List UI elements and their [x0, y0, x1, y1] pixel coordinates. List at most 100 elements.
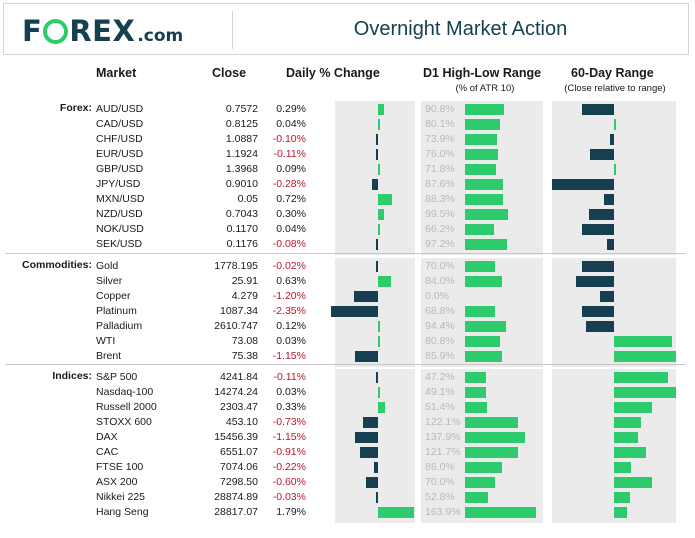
close-value: 28817.07 [214, 506, 258, 518]
day60-range-bar [581, 261, 614, 272]
day60-range-bar [590, 149, 614, 160]
d1-range-value: 70.0% [425, 476, 455, 488]
header-banner: F REX .com Overnight Market Action [3, 3, 689, 55]
day60-range-bar [614, 164, 616, 175]
day60-range-bar [614, 351, 676, 362]
day60-range-bar [589, 209, 614, 220]
daily-change-bar [376, 492, 378, 503]
market-name[interactable]: Nasdaq-100 [96, 386, 154, 398]
market-name[interactable]: EUR/USD [96, 148, 144, 160]
market-name[interactable]: DAX [96, 431, 118, 443]
close-value: 1.0887 [225, 133, 258, 145]
close-value: 0.8125 [225, 118, 258, 130]
market-name[interactable]: NOK/USD [96, 223, 144, 235]
d1-range-bar [465, 372, 486, 383]
d1-range-value: 76.0% [425, 148, 455, 160]
d1-range-value: 49.1% [425, 386, 455, 398]
d1-range-value: 80.1% [425, 118, 455, 130]
d1-range-value: 0.0% [425, 290, 449, 302]
market-name[interactable]: Gold [96, 260, 119, 272]
market-name[interactable]: FTSE 100 [96, 461, 144, 473]
market-name[interactable]: Russell 2000 [96, 401, 157, 413]
market-name[interactable]: CHF/USD [96, 133, 143, 145]
market-name[interactable]: WTI [96, 335, 116, 347]
d1-range-bar [465, 336, 501, 347]
day60-range-bar [575, 276, 614, 287]
market-name[interactable]: Nikkei 225 [96, 491, 146, 503]
d1-range-value: 51.4% [425, 401, 455, 413]
daily-change-bar [378, 321, 381, 332]
market-name[interactable]: STOXX 600 [96, 416, 152, 428]
market-name[interactable]: NZD/USD [96, 208, 143, 220]
d1-range-value: 137.9% [425, 431, 461, 443]
close-value: 4.279 [231, 290, 258, 302]
daily-change-bar [378, 164, 380, 175]
market-name[interactable]: AUD/USD [96, 103, 144, 115]
day60-range-bar [614, 447, 647, 458]
daily-change-panel [335, 369, 415, 523]
logo-letter-f: F [22, 14, 43, 48]
d1-range-bar [465, 417, 519, 428]
daily-change-value: -0.28% [272, 178, 306, 190]
group-label: Indices: [52, 370, 92, 382]
d1-range-value: 86.0% [425, 461, 455, 473]
d1-range-value: 70.0% [425, 260, 455, 272]
d1-range-value: 68.8% [425, 305, 455, 317]
close-value: 6551.07 [220, 446, 258, 458]
d1-range-value: 97.2% [425, 238, 455, 250]
daily-change-value: 0.04% [276, 118, 306, 130]
daily-change-bar [378, 224, 380, 235]
daily-change-bar [355, 351, 378, 362]
market-name[interactable]: SEK/USD [96, 238, 143, 250]
group-divider [5, 253, 686, 254]
d1-range-value: 73.9% [425, 133, 455, 145]
market-name[interactable]: Platinum [96, 305, 137, 317]
market-name[interactable]: Hang Seng [96, 506, 149, 518]
day60-range-bar [606, 239, 614, 250]
d1-range-value: 99.5% [425, 208, 455, 220]
d1-range-value: 163.9% [425, 506, 461, 518]
close-value: 2610.747 [214, 320, 258, 332]
close-value: 1.1924 [225, 148, 258, 160]
market-name[interactable]: Brent [96, 350, 122, 362]
daily-change-bar [376, 261, 378, 272]
day60-range-bar [614, 477, 652, 488]
close-value: 14274.24 [214, 386, 258, 398]
daily-change-value: 0.09% [276, 163, 306, 175]
group-divider [5, 364, 686, 365]
market-name[interactable]: MXN/USD [96, 193, 145, 205]
close-value: 4241.84 [220, 371, 258, 383]
close-value: 453.10 [225, 416, 258, 428]
d1-range-bar [465, 239, 508, 250]
day60-range-bar [614, 336, 672, 347]
market-name[interactable]: ASX 200 [96, 476, 138, 488]
d1-range-bar [465, 104, 505, 115]
market-name[interactable]: Copper [96, 290, 131, 302]
daily-change-value: -2.35% [272, 305, 306, 317]
column-subheader-d1-range: (% of ATR 10) [455, 83, 515, 94]
d1-range-bar [465, 164, 497, 175]
market-name[interactable]: S&P 500 [96, 371, 138, 383]
market-name[interactable]: Palladium [96, 320, 143, 332]
market-name[interactable]: Silver [96, 275, 123, 287]
d1-range-value: 84.0% [425, 275, 455, 287]
d1-range-bar [465, 432, 525, 443]
close-value: 1.3968 [225, 163, 258, 175]
d1-range-bar [465, 402, 488, 413]
daily-change-value: 0.30% [276, 208, 306, 220]
market-name[interactable]: CAD/USD [96, 118, 144, 130]
forex-logo[interactable]: F REX .com [22, 14, 222, 48]
day60-range-bar [552, 179, 614, 190]
market-name[interactable]: GBP/USD [96, 163, 144, 175]
d1-range-value: 121.7% [425, 446, 461, 458]
market-name[interactable]: CAC [96, 446, 119, 458]
daily-change-bar [355, 432, 378, 443]
close-value: 0.9010 [225, 178, 258, 190]
daily-change-value: 0.03% [276, 386, 306, 398]
daily-change-bar [376, 134, 378, 145]
day60-range-bar [599, 291, 614, 302]
day60-range-bar [614, 507, 628, 518]
header-divider [232, 11, 233, 49]
d1-range-value: 66.2% [425, 223, 455, 235]
market-name[interactable]: JPY/USD [96, 178, 141, 190]
